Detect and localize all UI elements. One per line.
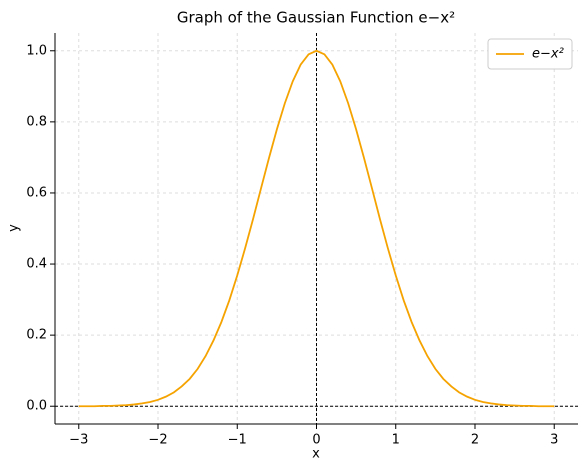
legend-label: e−x² (532, 47, 564, 62)
y-tick-label: 0.4 (26, 257, 47, 272)
y-tick-label: 0.0 (26, 399, 47, 414)
data-line (78, 49, 555, 408)
x-tick-label: −3 (69, 433, 88, 448)
x-tick-label: 2 (471, 433, 479, 448)
x-tick-label: 1 (392, 433, 400, 448)
y-tick-label: 0.2 (26, 328, 47, 343)
y-tick-label: 1.0 (26, 43, 47, 58)
x-tick-label: −2 (148, 433, 167, 448)
legend-box (487, 38, 573, 70)
x-axis-label: x (312, 447, 320, 462)
y-axis-label: y (7, 224, 22, 232)
x-tick-label: −1 (228, 433, 247, 448)
x-tick-label: 3 (550, 433, 558, 448)
y-tick-label: 0.6 (26, 185, 47, 200)
x-tick-label: 0 (312, 433, 320, 448)
chart-title: Graph of the Gaussian Function e−x² (177, 9, 455, 27)
y-tick-label: 0.8 (26, 114, 47, 129)
